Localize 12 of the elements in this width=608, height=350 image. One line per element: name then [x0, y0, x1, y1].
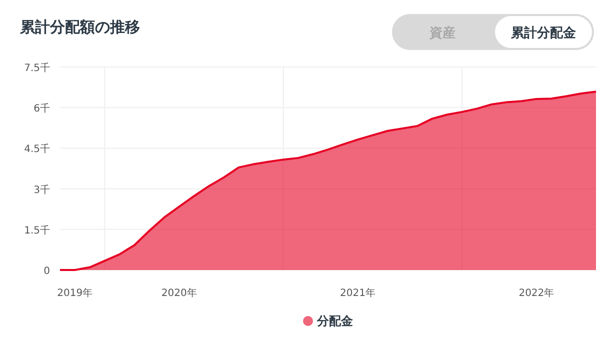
y-tick-label: 4.5千: [24, 143, 50, 156]
y-tick-label: 0: [44, 266, 50, 277]
chart-title: 累計分配額の推移: [19, 18, 140, 36]
x-tick-label: 2022年: [518, 287, 554, 299]
y-tick-label: 6千: [34, 102, 50, 115]
y-tick-label: 3千: [34, 184, 50, 196]
y-tick-label: 1.5千: [24, 224, 50, 236]
y-tick-label: 7.5千: [24, 62, 50, 74]
x-tick-label: 2020年: [161, 287, 197, 299]
x-tick-label: 2021年: [340, 287, 376, 299]
x-tick-label: 2019年: [57, 287, 93, 299]
legend-label: 分配金: [316, 314, 354, 328]
